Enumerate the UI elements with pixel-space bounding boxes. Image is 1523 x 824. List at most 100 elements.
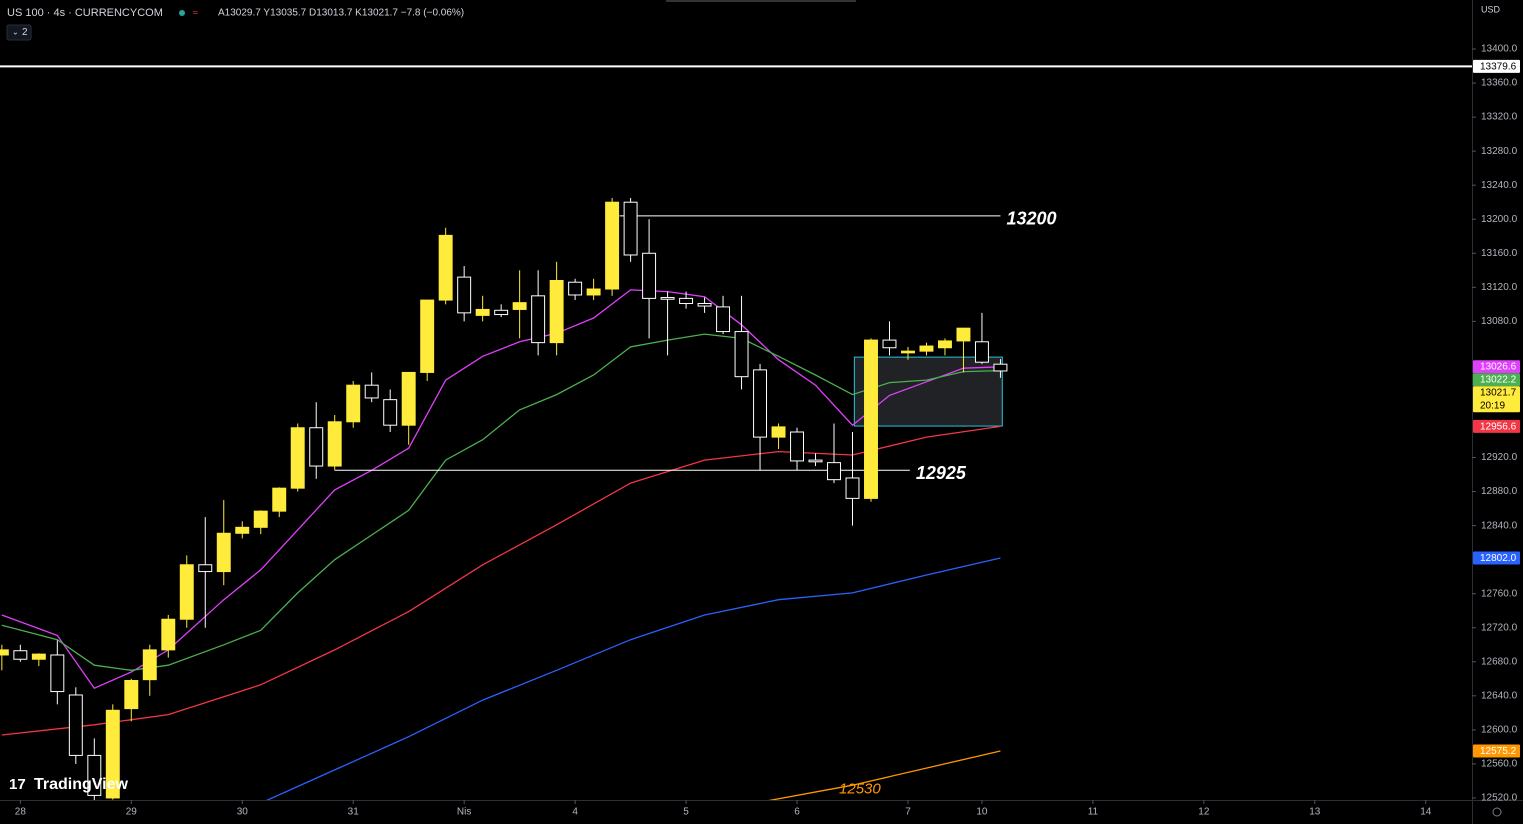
axes: 13400.0 13360.0 13320.0 13280.0 13240.0 13200… [15, 44, 1520, 818]
y-tick-label: 13120.0 [1481, 282, 1518, 293]
price-tag [1473, 373, 1520, 387]
candle-body [937, 340, 952, 349]
price-tag [1473, 59, 1520, 73]
x-tick-label: 7 [905, 807, 911, 818]
indicator-toggle[interactable] [6, 24, 32, 41]
candle-body [568, 281, 583, 296]
candle-body [0, 649, 9, 656]
status-icon: ≈ [193, 7, 198, 17]
candle-body [68, 694, 83, 756]
price-tag [1473, 419, 1520, 433]
chevron: ⌄ [12, 28, 19, 37]
price-tag-label: 13021.7 [1480, 388, 1517, 399]
candle-body [253, 510, 268, 528]
candle-body [309, 427, 324, 467]
x-tick-label: 11 [1088, 807, 1099, 818]
ma-line [768, 750, 1001, 800]
y-tick-label: 12600.0 [1481, 725, 1518, 736]
y-tick-label: 12720.0 [1481, 622, 1518, 633]
candle-body [901, 350, 915, 354]
y-tick-label: 12680.0 [1481, 656, 1518, 667]
candle-body [87, 754, 102, 796]
candle-body [142, 649, 157, 681]
candle-body [605, 201, 620, 290]
candle-body [438, 234, 453, 301]
candle-body [531, 295, 546, 344]
price-tag [1473, 744, 1520, 758]
candle-body [753, 369, 768, 438]
price-tag [1473, 386, 1520, 413]
candle-body [383, 399, 398, 426]
candle-body [808, 459, 823, 463]
y-tick-label: 13320.0 [1481, 112, 1518, 123]
settings-icon[interactable] [1492, 807, 1502, 817]
candle-body [845, 477, 860, 499]
candle-body [290, 427, 305, 489]
candle-body [956, 327, 971, 342]
candle-body [623, 201, 638, 256]
candle-body [364, 384, 379, 399]
ma-line [1, 333, 1001, 671]
ma-line [266, 557, 1001, 800]
level-label: 12925 [916, 463, 967, 483]
y-tick-label: 13160.0 [1481, 248, 1518, 259]
price-tag-label: 12956.6 [1480, 421, 1517, 432]
watermark: TradingView [34, 776, 129, 793]
candle-body [697, 302, 712, 307]
line-label: 12530 [839, 780, 881, 797]
ma-line [1, 425, 1001, 736]
currency[interactable]: USD [1481, 4, 1501, 14]
candle-body [105, 709, 120, 799]
price-tag-label: 12575.2 [1480, 746, 1517, 757]
y-tick-label: 13280.0 [1481, 146, 1518, 157]
x-tick-label: 6 [794, 807, 800, 818]
x-tick-label: 10 [976, 807, 988, 818]
candle-body [586, 288, 601, 296]
candle-body [864, 339, 878, 499]
x-tick-label: Nis [457, 807, 471, 818]
x-tick-label: 29 [126, 807, 138, 818]
y-tick-label: 13400.0 [1481, 44, 1518, 55]
x-tick-label: 28 [15, 807, 27, 818]
x-tick-label: 30 [237, 807, 249, 818]
x-tick-label: 31 [348, 807, 360, 818]
candle-body [272, 487, 287, 512]
candle-body [50, 654, 65, 693]
candle-body [179, 564, 194, 620]
candle-body [771, 426, 786, 438]
candle-body [734, 331, 749, 378]
candle-body [457, 276, 472, 314]
candle-body [512, 302, 527, 310]
price-tag [1473, 360, 1520, 374]
y-tick-label: 13200.0 [1481, 214, 1518, 225]
countdown: 20:19 [1480, 400, 1505, 411]
watermark-logo: 17 [9, 776, 26, 793]
candle-body [679, 297, 694, 304]
candle-body [882, 339, 897, 349]
candle-body [161, 618, 176, 651]
y-tick-label: 12880.0 [1481, 486, 1518, 497]
candle-body [216, 532, 231, 573]
x-tick-label: 13 [1309, 807, 1321, 818]
top-handle [666, 0, 856, 2]
x-tick-label: 14 [1420, 807, 1432, 818]
candle-body [401, 371, 416, 426]
candle-body [660, 297, 675, 300]
y-tick-label: 12640.0 [1481, 690, 1518, 701]
price-tag-label: 13022.2 [1480, 375, 1517, 386]
candle-body [716, 306, 731, 333]
x-tick-label: 12 [1198, 807, 1210, 818]
y-tick-label: 12560.0 [1481, 759, 1518, 770]
candle-body [642, 252, 657, 299]
candle-body [974, 341, 989, 363]
candle-body [327, 421, 342, 467]
y-tick-label: 12520.0 [1481, 793, 1518, 804]
y-tick-label: 12920.0 [1481, 452, 1518, 463]
candle-body [494, 309, 509, 316]
candle-body [198, 564, 213, 573]
ohlc-legend: A13029.7 Y13035.7 D13013.7 K13021.7 −7.8… [218, 8, 464, 19]
candle-body [31, 653, 46, 660]
indicator-count[interactable]: 2 [22, 27, 28, 38]
